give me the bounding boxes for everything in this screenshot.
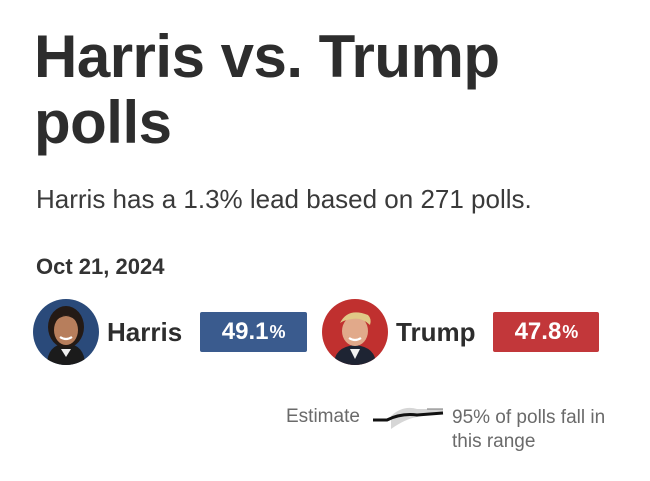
harris-avatar <box>33 299 99 365</box>
trump-value: 47.8 <box>514 318 562 345</box>
lead-summary: Harris has a 1.3% lead based on 271 poll… <box>36 184 532 214</box>
candidate-harris: Harris 49.1% <box>33 298 308 366</box>
legend-range-label: 95% of polls fall in this range <box>452 407 606 452</box>
harris-name: Harris <box>107 316 183 347</box>
harris-unit: % <box>269 321 286 342</box>
trump-avatar <box>322 299 388 365</box>
trump-value-badge: 47.8% <box>493 312 600 352</box>
trump-unit: % <box>562 321 579 342</box>
harris-value-badge: 49.1% <box>200 312 308 352</box>
trump-name: Trump <box>396 316 476 347</box>
legend-estimate-label: Estimate <box>286 406 360 427</box>
harris-value: 49.1 <box>221 318 269 345</box>
poll-date: Oct 21, 2024 <box>36 254 165 279</box>
candidate-trump: Trump 47.8% <box>322 298 600 366</box>
legend-range-icon <box>373 407 444 429</box>
page-title: Harris vs. Trump polls <box>34 23 500 156</box>
